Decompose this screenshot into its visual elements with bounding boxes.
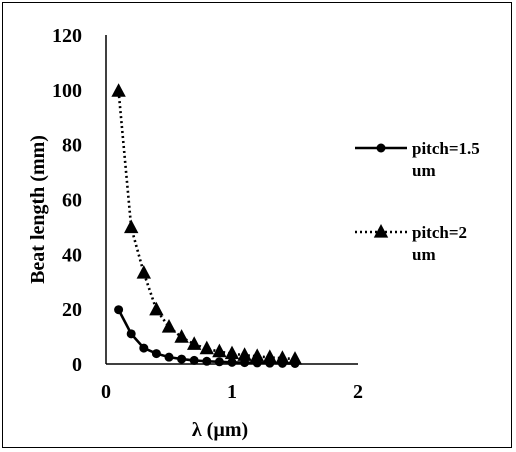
triangle-marker bbox=[212, 343, 227, 358]
legend-label: pitch=1.5 bbox=[412, 139, 480, 158]
circle-marker bbox=[139, 343, 149, 353]
triangle-marker bbox=[224, 345, 240, 360]
triangle-marker bbox=[111, 83, 126, 97]
plot-area bbox=[111, 83, 303, 368]
triangle-marker bbox=[174, 329, 189, 343]
circle-marker bbox=[114, 305, 124, 315]
y-tick-labels: 0 20 40 60 80 100 120 bbox=[52, 25, 82, 376]
legend-marker bbox=[376, 143, 386, 153]
circle-marker bbox=[126, 329, 136, 339]
legend: pitch=1.5 um pitch=2 um bbox=[355, 139, 480, 264]
y-tick-label: 40 bbox=[62, 244, 82, 266]
triangle-marker bbox=[161, 318, 177, 333]
x-tick-label: 0 bbox=[101, 381, 111, 403]
triangle-marker bbox=[136, 264, 151, 279]
triangle-marker bbox=[262, 349, 277, 364]
y-tick-label: 60 bbox=[62, 190, 82, 212]
axes bbox=[105, 35, 358, 365]
y-tick-label: 80 bbox=[62, 135, 82, 157]
triangle-marker bbox=[199, 340, 214, 355]
y-tick-label: 100 bbox=[52, 80, 82, 102]
y-tick-label: 0 bbox=[72, 354, 82, 376]
legend-label: um bbox=[412, 161, 436, 180]
circle-marker bbox=[227, 357, 237, 367]
triangle-marker bbox=[250, 348, 265, 362]
triangle-marker bbox=[237, 347, 252, 361]
circle-marker bbox=[202, 356, 212, 366]
circle-marker bbox=[189, 355, 199, 365]
y-axis-title: Beat length (mm) bbox=[27, 135, 49, 284]
y-tick-label: 20 bbox=[62, 299, 82, 321]
series-line bbox=[117, 91, 296, 361]
legend-marker bbox=[373, 224, 389, 238]
x-tick-label: 2 bbox=[353, 381, 363, 403]
triangle-marker bbox=[287, 351, 303, 365]
y-tick-label: 120 bbox=[52, 25, 82, 47]
chart-frame bbox=[2, 2, 512, 448]
x-tick-labels: 0 1 2 bbox=[101, 381, 363, 403]
circle-marker bbox=[214, 357, 224, 367]
circle-marker bbox=[177, 354, 187, 364]
triangle-marker bbox=[275, 350, 290, 364]
triangle-marker bbox=[187, 336, 202, 350]
circle-marker bbox=[151, 349, 161, 359]
triangle-marker bbox=[149, 301, 164, 316]
x-tick-label: 1 bbox=[227, 381, 237, 403]
triangle-marker bbox=[124, 219, 139, 234]
x-axis-title: λ (µm) bbox=[192, 419, 248, 441]
legend-label: pitch=2 bbox=[412, 223, 467, 242]
legend-label: um bbox=[412, 245, 436, 264]
circle-marker bbox=[164, 352, 174, 362]
